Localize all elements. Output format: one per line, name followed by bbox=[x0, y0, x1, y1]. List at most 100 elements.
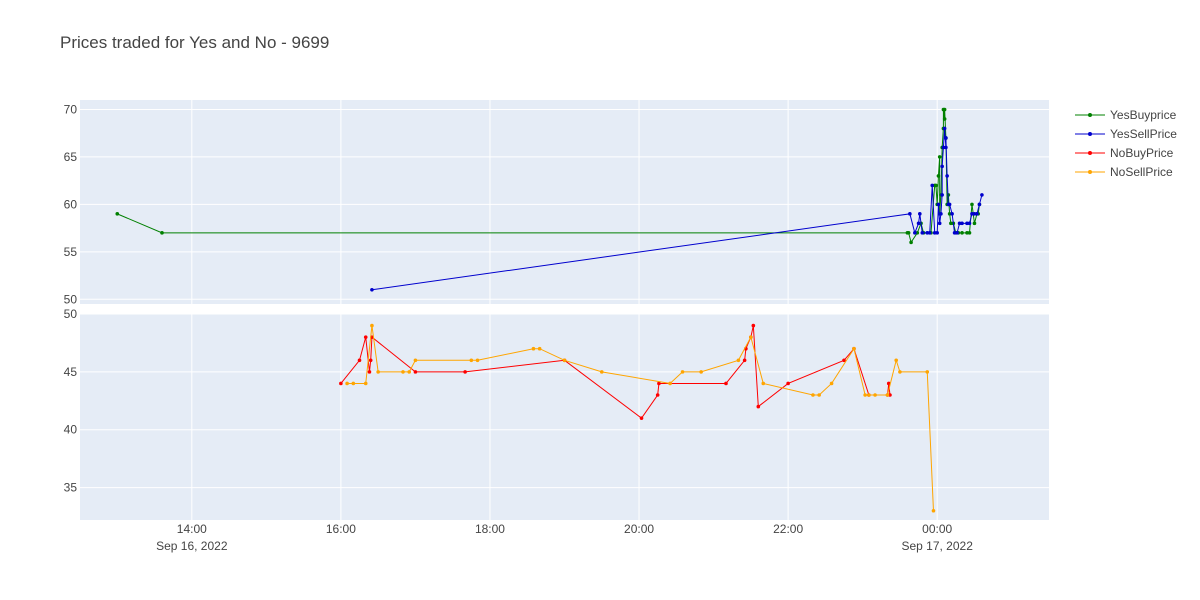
data-point-yessellprice bbox=[980, 193, 984, 197]
x-tick-label: 00:00 bbox=[922, 522, 952, 536]
data-point-nosellprice bbox=[370, 323, 374, 328]
data-point-yesbuyprice bbox=[936, 174, 941, 178]
data-point-nosellprice bbox=[761, 381, 766, 386]
data-point-yesbuyprice bbox=[115, 212, 120, 216]
data-point-yessellprice bbox=[944, 136, 948, 140]
data-point-nosellprice bbox=[852, 346, 856, 351]
x-tick-label: 22:00 bbox=[773, 522, 803, 536]
data-point-yessellprice bbox=[940, 164, 944, 169]
data-point-nobuyprice bbox=[756, 404, 761, 409]
data-point-yesbuyprice bbox=[972, 221, 977, 226]
y-tick-label: 45 bbox=[64, 365, 78, 379]
data-point-nobuyprice bbox=[413, 370, 418, 374]
legend-marker-yesbuyprice bbox=[1088, 113, 1092, 117]
data-point-yessellprice bbox=[941, 145, 946, 150]
data-point-nobuyprice bbox=[339, 381, 343, 386]
data-point-nosellprice bbox=[668, 381, 672, 386]
data-point-nosellprice bbox=[537, 346, 542, 351]
data-point-nobuyprice bbox=[751, 323, 756, 328]
chart-title: Prices traded for Yes and No - 9699 bbox=[60, 33, 330, 52]
legend-label-nobuyprice: NoBuyPrice bbox=[1110, 146, 1174, 160]
x-tick-label: 14:00 bbox=[177, 522, 207, 536]
data-point-nosellprice bbox=[599, 370, 604, 374]
data-point-yessellprice bbox=[947, 202, 952, 207]
data-point-nosellprice bbox=[863, 393, 867, 397]
data-point-nosellprice bbox=[469, 358, 474, 363]
data-point-nosellprice bbox=[817, 393, 821, 397]
data-point-yesbuyprice bbox=[909, 240, 913, 245]
data-point-yessellprice bbox=[972, 212, 977, 216]
data-point-yesbuyprice bbox=[942, 107, 947, 112]
data-point-yessellprice bbox=[970, 212, 974, 216]
y-tick-label: 55 bbox=[64, 245, 78, 259]
legend-label-yessellprice: YesSellPrice bbox=[1110, 127, 1177, 141]
plot-area-2 bbox=[80, 314, 1049, 520]
data-point-nosellprice bbox=[351, 381, 356, 386]
data-point-nosellprice bbox=[376, 370, 380, 374]
data-point-yessellprice bbox=[937, 221, 942, 226]
data-point-yessellprice bbox=[965, 221, 969, 226]
data-point-yessellprice bbox=[942, 126, 947, 131]
data-point-yesbuyprice bbox=[970, 202, 974, 207]
data-point-yessellprice bbox=[932, 231, 937, 235]
data-point-yessellprice bbox=[920, 231, 925, 235]
legend-label-nosellprice: NoSellPrice bbox=[1110, 165, 1173, 179]
data-point-yesbuyprice bbox=[942, 117, 947, 121]
data-point-nosellprice bbox=[894, 358, 898, 363]
data-point-yessellprice bbox=[918, 212, 922, 216]
data-point-yesbuyprice bbox=[937, 155, 942, 159]
data-point-yessellprice bbox=[908, 212, 912, 216]
data-point-nobuyprice bbox=[367, 370, 372, 374]
data-point-yessellprice bbox=[960, 221, 964, 226]
data-point-nosellprice bbox=[885, 393, 890, 397]
legend-label-yesbuyprice: YesBuyprice bbox=[1110, 108, 1177, 122]
legend: YesBuyprice YesSellPrice NoBuyPrice NoSellP… bbox=[1075, 108, 1177, 179]
data-point-nobuyprice bbox=[742, 358, 747, 363]
x-tick-label: 20:00 bbox=[624, 522, 654, 536]
data-point-nobuyprice bbox=[639, 416, 644, 420]
data-point-nobuyprice bbox=[657, 381, 661, 386]
data-point-yessellprice bbox=[913, 231, 917, 235]
data-point-yessellprice bbox=[977, 202, 982, 207]
data-point-nosellprice bbox=[867, 393, 871, 397]
data-point-yesbuyprice bbox=[949, 221, 953, 226]
data-point-nosellprice bbox=[363, 381, 368, 386]
data-point-nobuyprice bbox=[368, 358, 373, 363]
data-point-nobuyprice bbox=[842, 358, 846, 363]
data-point-yessellprice bbox=[975, 212, 979, 216]
data-point-yessellprice bbox=[935, 231, 939, 235]
x-tick-sublabel: Sep 16, 2022 bbox=[156, 539, 228, 553]
data-point-nosellprice bbox=[811, 393, 815, 397]
data-point-yessellprice bbox=[927, 231, 932, 235]
y-tick-label: 70 bbox=[64, 102, 78, 116]
data-point-yessellprice bbox=[955, 231, 959, 235]
data-point-yessellprice bbox=[939, 212, 943, 216]
data-point-nosellprice bbox=[401, 370, 405, 374]
data-point-yessellprice bbox=[957, 221, 962, 226]
legend-marker-nobuyprice bbox=[1088, 151, 1092, 155]
data-point-yesbuyprice bbox=[915, 231, 920, 235]
data-point-yessellprice bbox=[916, 221, 921, 226]
data-point-nobuyprice bbox=[888, 393, 892, 397]
data-point-nobuyprice bbox=[724, 381, 728, 386]
data-point-nobuyprice bbox=[655, 393, 660, 397]
data-point-yessellprice bbox=[936, 202, 941, 207]
data-point-nobuyprice bbox=[886, 381, 891, 386]
x-tick-sublabel: Sep 17, 2022 bbox=[901, 539, 973, 553]
y-tick-label: 35 bbox=[64, 481, 78, 495]
x-tick-label: 16:00 bbox=[326, 522, 356, 536]
data-point-yessellprice bbox=[944, 145, 948, 150]
data-point-nosellprice bbox=[749, 335, 753, 339]
data-point-nosellprice bbox=[413, 358, 418, 363]
data-point-nosellprice bbox=[829, 381, 834, 386]
data-point-yessellprice bbox=[950, 212, 954, 216]
data-point-yessellprice bbox=[967, 221, 972, 226]
data-point-nosellprice bbox=[680, 370, 685, 374]
x-tick-label: 18:00 bbox=[475, 522, 505, 536]
data-point-nosellprice bbox=[699, 370, 703, 374]
data-point-nobuyprice bbox=[357, 358, 362, 363]
data-point-nobuyprice bbox=[786, 381, 790, 386]
data-point-yesbuyprice bbox=[965, 231, 969, 235]
data-point-nosellprice bbox=[873, 393, 877, 397]
